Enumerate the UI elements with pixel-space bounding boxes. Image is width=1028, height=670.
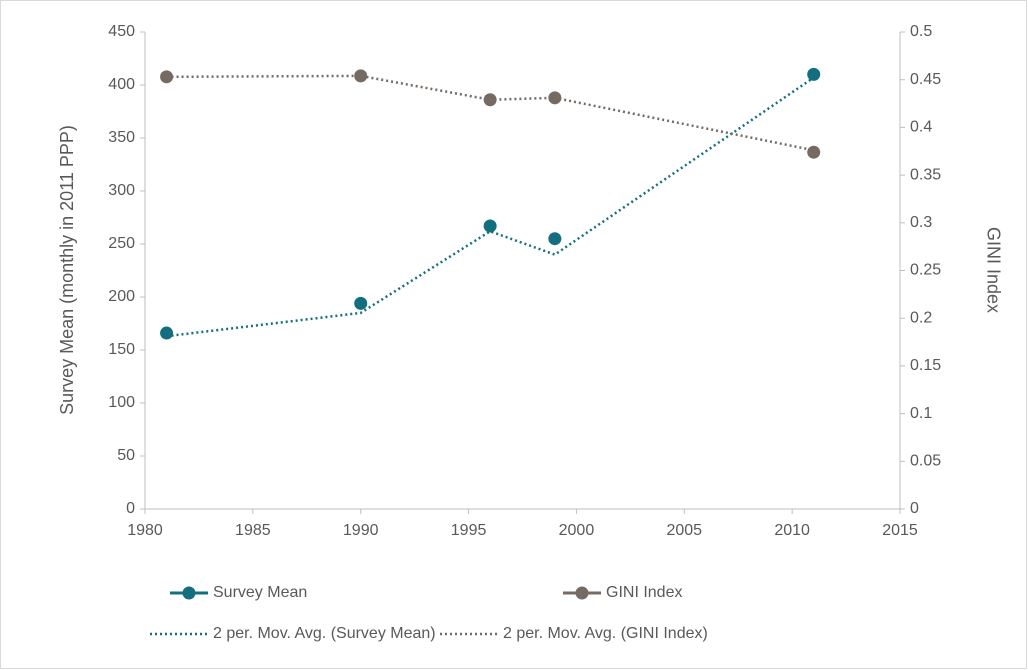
y-axis-label: Survey Mean (monthly in 2011 PPP) [57,125,77,415]
x-tick-label: 2010 [774,522,810,539]
y-tick-label: 350 [108,129,135,146]
y2-tick-label: 0.35 [910,166,941,183]
y2-tick-label: 0.4 [910,119,932,136]
y2-tick-label: 0.1 [910,405,932,422]
y-tick-label: 300 [108,182,135,199]
y2-tick-label: 0.15 [910,357,941,374]
x-tick-label: 1990 [343,522,379,539]
legend-label: 2 per. Mov. Avg. (Survey Mean) [213,625,436,642]
y-tick-label: 100 [108,394,135,411]
y-tick-label: 400 [108,76,135,93]
point [807,67,821,81]
y2-axis-label: GINI Index [983,227,1003,313]
y2-tick-label: 0.2 [910,309,932,326]
legend-label: 2 per. Mov. Avg. (GINI Index) [503,625,708,642]
point [548,232,562,246]
point [160,326,174,340]
y2-tick-label: 0.3 [910,214,932,231]
y-tick-label: 0 [126,500,135,517]
x-tick-label: 1985 [235,522,271,539]
x-tick-label: 2000 [559,522,595,539]
x-tick-label: 2015 [882,522,918,539]
x-tick-label: 2005 [666,522,702,539]
point [354,69,368,83]
point [807,145,821,159]
legend-label: GINI Index [606,584,682,601]
y-tick-label: 200 [108,288,135,305]
y2-tick-label: 0.05 [910,453,941,470]
legend-marker [182,586,196,600]
y-tick-label: 450 [108,23,135,40]
point [354,296,368,310]
trend-line [166,74,814,152]
y2-tick-label: 0.25 [910,262,941,279]
point [483,219,497,233]
x-tick-label: 1980 [127,522,163,539]
y-tick-label: 150 [108,341,135,358]
y-tick-label: 250 [108,235,135,252]
x-tick-label: 1995 [451,522,487,539]
trend-line [166,76,815,338]
y2-tick-label: 0.45 [910,71,941,88]
legend-label: Survey Mean [213,584,307,601]
y2-tick-label: 0 [910,500,919,517]
y-tick-label: 50 [117,447,135,464]
y2-tick-label: 0.5 [910,23,932,40]
legend-marker [575,586,589,600]
